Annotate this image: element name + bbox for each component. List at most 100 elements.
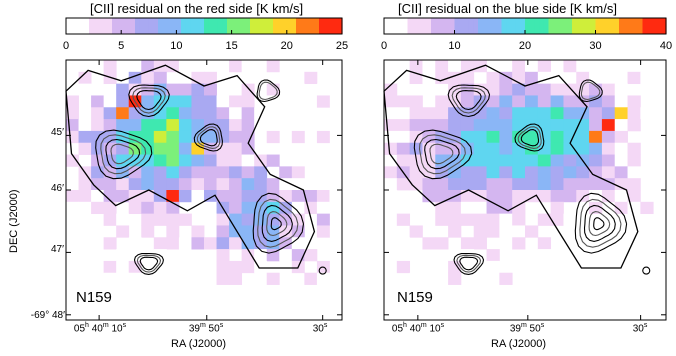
heatmap-cell [486,154,500,167]
heatmap-cell [78,130,92,144]
colorbar-segment [213,18,219,34]
colorbar-segment [98,18,104,34]
colorbar-segment [162,18,168,34]
heatmap-cell [525,71,539,85]
heatmap-cell [78,201,92,215]
heatmap-cell [601,178,616,191]
heatmap-cell [78,83,92,96]
right-colorbar-title: [CII] residual on the blue side [K km/s] [398,1,617,16]
heatmap-cell [91,201,105,215]
heatmap-cell [191,166,205,179]
heatmap-cell [128,201,142,215]
heatmap-cell [191,225,205,238]
contour [418,134,466,175]
heatmap-cell [241,201,255,215]
contour-envelope [65,64,316,269]
heatmap-cell [537,249,552,262]
heatmap-cell [512,154,526,167]
contour [261,204,293,242]
heatmap-cell [291,237,305,250]
heatmap-cell [153,119,167,132]
heatmap-cell [589,166,603,179]
heatmap-cell [512,213,526,226]
heatmap-cell [486,213,500,226]
heatmap-cell [141,119,155,132]
colorbar-segment [277,18,283,34]
heatmap-cell [537,142,552,155]
left-xlabel: RA (J2000) [171,338,227,350]
heatmap-cell [229,201,243,215]
colorbar-segment [609,18,615,34]
heatmap-cell [627,166,641,179]
heatmap-cell [141,60,155,73]
contour-envelope [383,64,639,269]
heatmap-cell [525,130,539,144]
heatmap-cell [254,190,268,203]
heatmap-cell [525,166,539,179]
contour [139,256,159,271]
heatmap-cell [116,178,130,191]
heatmap-cell [576,130,590,144]
contour [258,81,278,101]
heatmap-cell [266,249,280,262]
heatmap-cell [266,60,280,73]
heatmap-cell [191,272,205,285]
heatmap-cell [128,119,142,132]
heatmap-cell [614,130,628,144]
heatmap-cell [384,107,398,120]
colorbar-segment [314,18,320,34]
heatmap-cell [316,190,330,203]
heatmap-cell [550,201,564,215]
heatmap-cell [627,201,641,215]
heatmap-cell [537,60,552,73]
colorbar-segment [468,18,474,34]
heatmap-cell [576,60,590,73]
heatmap-cell [627,272,641,285]
heatmap-cell [291,154,305,167]
heatmap-cell [178,142,192,155]
right-xlabel: RA (J2000) [491,338,547,350]
heatmap-cell [499,154,513,167]
contour [453,252,485,275]
colorbar-segment [492,18,498,34]
colorbar-tick-label: 10 [448,40,461,52]
colorbar-segment [426,18,432,34]
heatmap-cell [460,60,475,73]
heatmap-cell [216,142,230,155]
heatmap-cell [204,60,217,73]
heatmap-cell [499,130,513,144]
heatmap-cell [279,237,293,250]
heatmap-cell [153,71,167,85]
heatmap-cell [589,71,603,85]
heatmap-cell [614,154,628,167]
right-colorbar [383,17,667,35]
colorbar-segment [153,18,159,34]
heatmap-cell [153,237,167,250]
heatmap-cell [191,178,205,191]
heatmap-cell [316,130,330,144]
contour [252,192,305,254]
colorbar-segment [227,18,233,34]
heatmap-cell [241,190,255,203]
heatmap-cell [103,60,117,73]
heatmap-cell [241,154,255,167]
heatmap-cell [191,142,205,155]
heatmap-cell [396,178,411,191]
heatmap-cell [229,83,243,96]
heatmap-cell [316,154,330,167]
colorbar-segment [572,18,578,34]
heatmap-cell [116,213,130,226]
heatmap-cell [204,107,217,120]
colorbar-tick-label: 10 [170,40,183,52]
heatmap-cell [384,60,398,73]
colorbar-segment [190,18,196,34]
heatmap-cell [153,154,167,167]
colorbar-segment [181,18,187,34]
colorbar-segment [328,18,334,34]
heatmap-cell [499,201,513,215]
colorbar-segment [185,18,191,34]
colorbar-segment [421,18,427,34]
colorbar-segment [250,18,256,34]
heatmap-cell [409,60,423,73]
heatmap-cell [384,119,398,132]
